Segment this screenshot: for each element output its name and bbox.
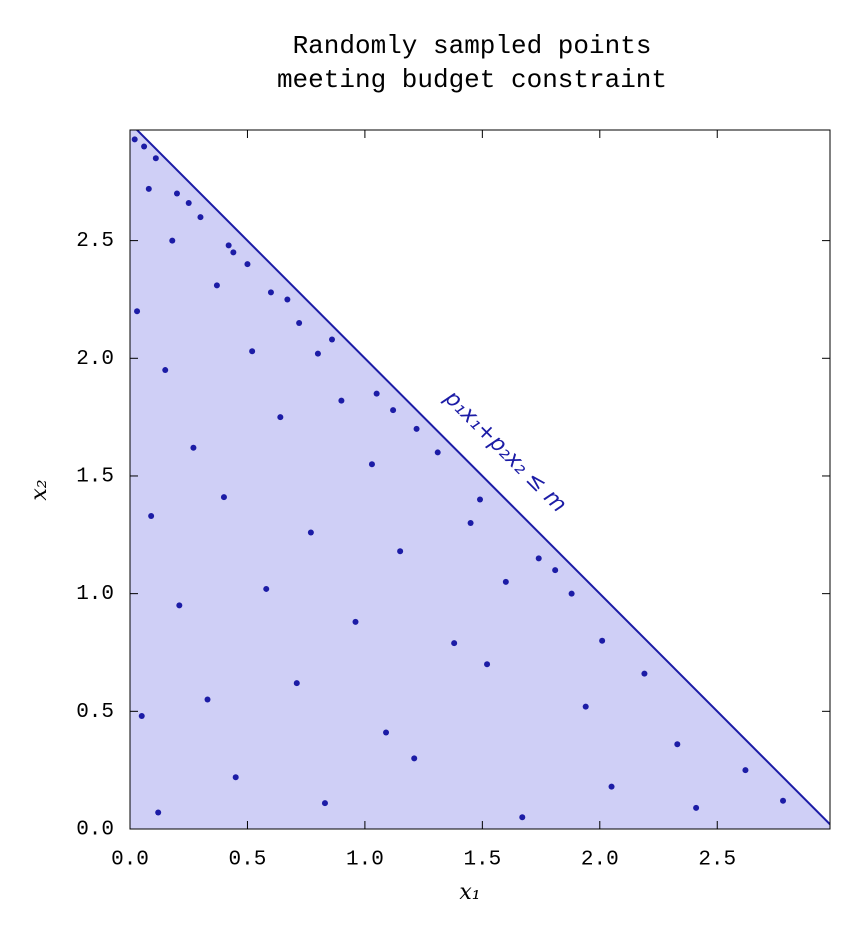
x-tick-label: 2.0 — [581, 849, 619, 872]
point — [352, 618, 359, 625]
point — [169, 237, 176, 244]
y-axis-label: x₂ — [27, 479, 52, 500]
x-axis-label: x₁ — [459, 880, 480, 905]
point — [780, 797, 787, 804]
point — [434, 449, 441, 456]
point — [582, 703, 589, 710]
y-tick-label: 2.0 — [76, 348, 114, 371]
point — [293, 680, 300, 687]
point — [338, 397, 345, 404]
y-tick-label: 1.5 — [76, 466, 114, 489]
point — [155, 809, 162, 816]
chart-title: Randomly sampled points — [293, 31, 652, 61]
y-tick-label: 0.5 — [76, 701, 114, 724]
point — [411, 755, 418, 762]
point — [284, 296, 291, 303]
point — [185, 199, 192, 206]
point — [383, 729, 390, 736]
point — [484, 661, 491, 668]
point — [742, 767, 749, 774]
point — [148, 512, 155, 519]
point — [138, 713, 145, 720]
point — [134, 308, 141, 315]
point — [390, 407, 397, 414]
point — [190, 444, 197, 451]
point — [329, 336, 336, 343]
point — [535, 555, 542, 562]
point — [152, 155, 159, 162]
point — [232, 774, 239, 781]
point — [244, 261, 251, 268]
x-tick-label: 1.0 — [346, 849, 384, 872]
point — [552, 567, 559, 574]
point — [693, 804, 700, 811]
point — [230, 249, 237, 256]
point — [307, 529, 314, 536]
point — [502, 578, 509, 585]
point — [249, 348, 256, 355]
budget-line — [135, 130, 830, 826]
point — [162, 367, 169, 374]
chart-title: meeting budget constraint — [277, 65, 667, 95]
plot-area — [130, 130, 830, 829]
point — [197, 214, 204, 221]
point — [599, 637, 606, 644]
y-tick-label: 0.0 — [76, 819, 114, 842]
x-tick-label: 2.5 — [698, 849, 736, 872]
x-tick-label: 0.0 — [111, 849, 149, 872]
point — [267, 289, 274, 296]
point — [263, 585, 270, 592]
y-tick-label: 1.0 — [76, 583, 114, 606]
point — [641, 670, 648, 677]
point — [225, 242, 232, 249]
point — [467, 520, 474, 527]
point — [413, 425, 420, 432]
point — [321, 800, 328, 807]
x-tick-label: 1.5 — [463, 849, 501, 872]
point — [314, 350, 321, 357]
point — [368, 461, 375, 468]
plot-frame — [129, 129, 831, 830]
point — [145, 185, 152, 192]
point — [674, 741, 681, 748]
point — [277, 414, 284, 421]
point — [608, 783, 615, 790]
y-tick-label: 2.5 — [76, 230, 114, 253]
point — [176, 602, 183, 609]
point — [568, 590, 575, 597]
point — [477, 496, 483, 503]
point — [296, 319, 303, 326]
x-tick-label: 0.5 — [229, 849, 267, 872]
point — [173, 190, 180, 197]
budget-region — [130, 130, 830, 829]
point — [141, 143, 148, 150]
point — [204, 696, 211, 703]
point — [451, 640, 458, 647]
point — [131, 136, 138, 143]
point — [213, 282, 220, 289]
point — [519, 814, 526, 821]
point — [397, 548, 404, 555]
point — [373, 390, 380, 397]
point — [220, 494, 227, 501]
